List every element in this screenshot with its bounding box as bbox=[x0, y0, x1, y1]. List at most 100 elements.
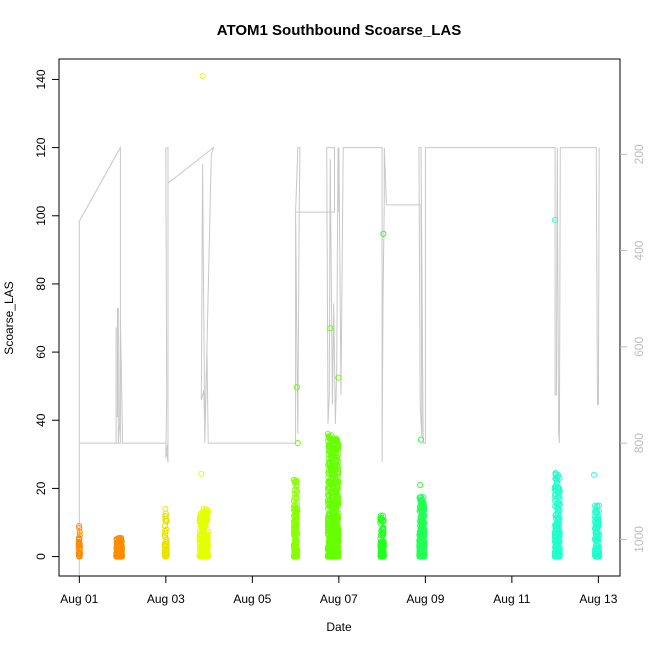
y-tick-label: 20 bbox=[34, 481, 48, 495]
data-point bbox=[293, 487, 300, 494]
y-tick-label: 120 bbox=[34, 137, 48, 157]
data-point bbox=[293, 525, 300, 532]
data-point bbox=[162, 529, 169, 536]
data-point bbox=[330, 472, 338, 479]
plot-frame bbox=[58, 58, 621, 577]
data-point bbox=[378, 515, 385, 522]
data-point bbox=[553, 545, 560, 552]
x-tick-label: Aug 11 bbox=[493, 592, 530, 606]
data-point bbox=[293, 384, 300, 391]
data-point bbox=[163, 553, 170, 560]
data-point bbox=[334, 522, 341, 529]
data-point bbox=[331, 453, 338, 460]
data-point bbox=[417, 481, 424, 489]
data-point bbox=[331, 542, 338, 549]
data-point bbox=[552, 216, 559, 223]
data-point bbox=[380, 553, 387, 560]
data-point bbox=[333, 508, 340, 515]
data-point bbox=[291, 479, 299, 486]
x-tick-label: Aug 07 bbox=[320, 592, 358, 606]
data-point bbox=[115, 553, 122, 560]
data-point bbox=[75, 550, 83, 557]
point-cluster bbox=[551, 470, 563, 560]
data-point bbox=[326, 460, 333, 467]
data-point bbox=[293, 477, 300, 484]
y-tick-label: 60 bbox=[34, 345, 48, 359]
data-point bbox=[163, 517, 170, 524]
data-point bbox=[330, 479, 337, 486]
point-cluster bbox=[196, 505, 212, 560]
data-point bbox=[327, 553, 334, 560]
data-point bbox=[418, 517, 425, 524]
data-point bbox=[556, 507, 563, 514]
data-point bbox=[593, 509, 600, 516]
data-point bbox=[334, 457, 341, 465]
data-point bbox=[75, 542, 82, 549]
data-point bbox=[327, 479, 335, 486]
data-point bbox=[329, 505, 336, 512]
data-point bbox=[379, 518, 386, 525]
data-point bbox=[417, 436, 425, 443]
point-cluster bbox=[75, 522, 84, 560]
data-point bbox=[329, 475, 336, 483]
y-axis: 0 20 40 60 80 100 120 140 bbox=[34, 69, 59, 560]
data-point bbox=[556, 496, 563, 503]
data-point bbox=[334, 462, 341, 469]
point-cluster bbox=[161, 505, 170, 560]
data-point bbox=[551, 484, 559, 491]
y2-tick-label: 600 bbox=[632, 337, 646, 357]
point-cluster bbox=[113, 534, 125, 560]
data-point bbox=[331, 500, 338, 507]
data-point bbox=[202, 544, 209, 551]
point-cluster bbox=[377, 512, 387, 560]
data-point bbox=[377, 543, 384, 550]
data-point bbox=[325, 492, 333, 500]
data-point bbox=[291, 538, 299, 545]
data-point bbox=[327, 325, 334, 332]
x-tick-label: Aug 01 bbox=[60, 592, 98, 606]
data-point bbox=[114, 539, 121, 546]
data-point bbox=[325, 502, 332, 509]
data-point bbox=[76, 524, 83, 532]
data-point bbox=[76, 536, 83, 543]
y2-axis: 200 400 600 800 1000 bbox=[620, 144, 646, 553]
data-point bbox=[203, 515, 210, 522]
data-point bbox=[196, 539, 203, 546]
data-point bbox=[419, 547, 426, 555]
data-point bbox=[291, 487, 298, 494]
data-point bbox=[198, 470, 205, 477]
data-point bbox=[592, 545, 599, 552]
data-point bbox=[418, 498, 426, 506]
y2-tick-label: 1000 bbox=[632, 526, 646, 553]
data-point bbox=[419, 496, 426, 503]
data-point bbox=[325, 451, 332, 458]
x-tick-label: Aug 03 bbox=[147, 592, 185, 606]
data-point bbox=[331, 446, 338, 453]
chart-title: ATOM1 Southbound Scoarse_LAS bbox=[217, 22, 461, 39]
data-point bbox=[115, 536, 122, 543]
y-tick-label: 140 bbox=[34, 69, 48, 89]
data-point bbox=[592, 528, 600, 535]
data-point bbox=[590, 471, 598, 478]
data-point bbox=[335, 374, 342, 381]
data-point bbox=[200, 545, 207, 552]
point-cluster bbox=[416, 493, 428, 560]
data-point bbox=[418, 537, 425, 544]
data-point bbox=[380, 230, 387, 237]
data-point bbox=[118, 546, 125, 553]
secondary-series bbox=[78, 145, 600, 576]
data-point bbox=[380, 525, 387, 532]
data-point bbox=[556, 488, 563, 495]
data-point bbox=[334, 494, 341, 501]
data-point bbox=[553, 500, 560, 507]
data-point bbox=[329, 438, 336, 445]
data-point bbox=[421, 530, 428, 537]
data-point bbox=[163, 545, 170, 552]
data-point bbox=[328, 432, 335, 439]
data-point bbox=[326, 510, 333, 517]
y2-tick-label: 200 bbox=[632, 144, 646, 164]
data-point bbox=[592, 525, 599, 532]
data-point bbox=[199, 526, 206, 533]
data-point bbox=[420, 509, 427, 516]
